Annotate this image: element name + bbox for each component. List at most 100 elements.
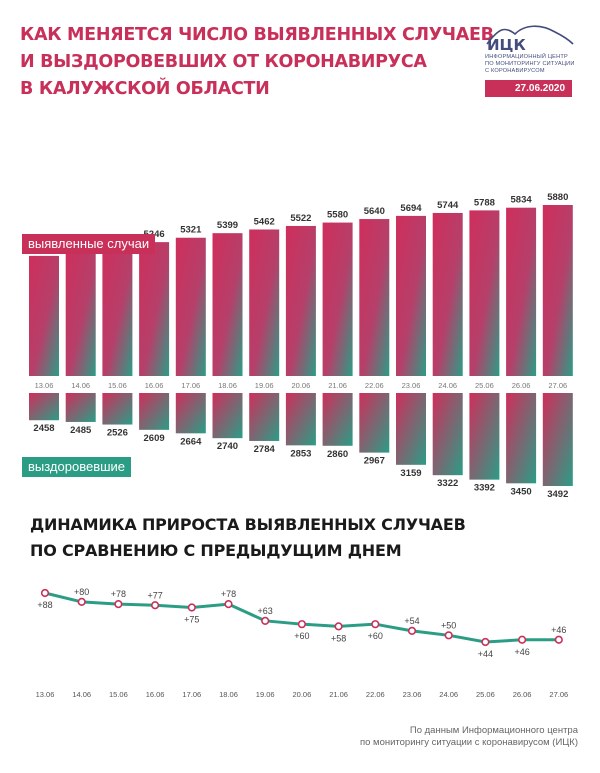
date-tick-label: 18.06 [218,381,237,390]
cases-value-label: 5744 [437,200,459,211]
line-date-tick: 25.06 [476,690,495,699]
cases-bar [469,210,500,376]
growth-point [481,637,490,647]
cases-value-label: 5399 [217,220,238,231]
growth-value-label: +78 [111,589,126,599]
recovered-value-label: 2740 [217,441,238,452]
date-tick-label: 22.06 [365,381,384,390]
cases-bar [506,207,537,376]
recovered-bar [506,393,537,484]
growth-value-label: +63 [258,606,273,616]
recovered-value-label: 2784 [254,444,276,455]
recovered-value-label: 2458 [33,423,54,434]
growth-value-label: +54 [404,616,419,626]
growth-point [187,603,196,612]
date-tick-label: 27.06 [548,381,567,390]
title-line-1: Как меняется число выявленных случаев [20,25,494,45]
date-badge: 27.06.2020 [485,80,573,97]
line-date-tick: 23.06 [403,690,422,699]
recovered-bar [249,393,280,441]
cases-bar [542,205,573,376]
date-tick-label: 13.06 [35,381,54,390]
date-tick-label: 14.06 [71,381,90,390]
date-tick-label: 23.06 [402,381,421,390]
recovered-value-label: 3159 [400,468,421,479]
cases-series-label: выявленные случаи [22,234,156,254]
subtitle-line-2: по сравнению с предыдущим днем [30,541,402,560]
cases-value-label: 5834 [511,195,533,206]
org-line-1: Информационный центр [485,54,568,60]
growth-value-label: +60 [368,631,383,641]
cases-bar [249,229,280,376]
line-date-tick: 15.06 [109,690,128,699]
cases-value-label: 5640 [364,206,385,217]
org-line-2: по мониторингу ситуации [485,61,575,67]
source-note: По данным Информационного центра по мони… [360,725,578,749]
growth-point [40,588,50,598]
recovered-bars: 2458 2485 2526 2609 2664 2740 2784 2853 2860 2967… [29,393,573,500]
line-date-tick: 16.06 [146,690,165,699]
recovered-value-label: 2485 [70,425,92,436]
cases-bar [359,219,390,376]
date-tick-label: 15.06 [108,381,127,390]
growth-value-label: +46 [551,625,566,635]
date-tick-label: 17.06 [181,381,200,390]
line-date-tick: 26.06 [513,690,532,699]
cases-bar [175,237,206,376]
cases-bar [322,222,353,376]
growth-value-label: +58 [331,633,346,643]
page-title: Как меняется число выявленных случаев и … [20,22,494,103]
source-line-1: По данным Информационного центра [409,725,578,736]
subtitle-line-1: Динамика прироста выявленных случаев [30,515,466,534]
growth-value-label: +50 [441,620,456,630]
recovered-value-label: 2860 [327,449,348,460]
logo-mark: ИЦК [486,25,574,52]
recovered-bar [175,393,206,434]
growth-value-label: +80 [74,587,89,597]
recovered-value-label: 3492 [547,489,568,500]
source-line-2: по мониторингу ситуации с коронавирусом … [359,737,578,748]
cases-value-label: 5694 [400,203,422,214]
growth-point [77,597,86,607]
cases-value-label: 5880 [547,192,568,203]
org-line-3: с коронавирусом [485,68,545,74]
growth-point [334,622,343,631]
recovered-bar [65,393,96,422]
growth-value-label: +78 [221,589,236,599]
recovered-value-label: 2609 [144,433,165,444]
date-tick-label: 25.06 [475,381,494,390]
cases-bar [285,225,316,376]
cases-value-label: 5788 [474,197,495,208]
cases-value-label: 5462 [254,216,275,227]
line-date-tick: 17.06 [182,690,201,699]
growth-point [297,620,307,629]
date-tick-label: 21.06 [328,381,347,390]
cases-bar [396,215,426,376]
cases-value-label: 5321 [180,225,202,236]
recovered-bar [285,393,316,446]
growth-line-chart: +88 13.06 +80 14.06 +78 15.06 +77 16.06 +75 17.06… [36,587,569,699]
growth-value-label: +60 [294,631,309,641]
line-date-tick: 13.06 [36,690,55,699]
growth-point [151,601,160,610]
recovered-bar [102,393,133,425]
cases-bar [65,251,96,376]
recovered-bar [396,393,426,465]
recovered-bar [359,393,390,453]
growth-point [114,600,123,609]
org-logo: ИЦК Информационный центр по мониторингу … [485,22,585,97]
cases-bar [29,255,59,376]
title-line-3: в Калужской области [20,79,270,99]
recovered-value-label: 2853 [290,448,311,459]
growth-value-label: +77 [147,590,162,600]
growth-point [371,620,380,629]
logo-abbr: ИЦК [487,36,526,52]
recovered-series-label: выздоровевшие [22,457,132,477]
growth-point [554,635,563,644]
recovered-bar [29,393,59,421]
org-name: Информационный центр по мониторингу ситу… [485,54,585,75]
growth-value-label: +88 [37,600,52,610]
growth-value-label: +44 [478,649,493,659]
recovered-bar [139,393,170,430]
recovered-bar [432,393,463,476]
